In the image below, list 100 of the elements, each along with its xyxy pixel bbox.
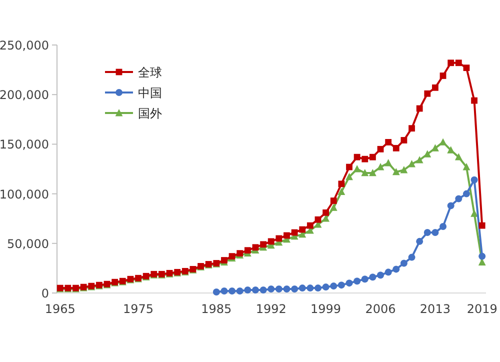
point — [346, 280, 353, 287]
point — [462, 190, 470, 198]
x-tick-label: 1965 — [44, 302, 76, 316]
legend-label: 全球 — [138, 66, 162, 80]
point — [346, 164, 352, 170]
point — [369, 154, 376, 160]
point — [424, 150, 432, 158]
point — [361, 276, 368, 283]
point — [260, 286, 267, 294]
point — [291, 229, 298, 236]
point — [252, 286, 259, 294]
point — [354, 278, 361, 285]
point — [432, 228, 439, 236]
point — [306, 222, 314, 229]
point — [244, 247, 251, 254]
point — [392, 266, 400, 273]
point — [361, 168, 369, 176]
point — [306, 284, 314, 292]
point — [478, 222, 486, 229]
point — [346, 172, 353, 180]
point — [244, 286, 252, 294]
point — [330, 282, 338, 290]
point — [392, 168, 400, 176]
point — [354, 154, 360, 160]
point — [463, 64, 470, 72]
point — [338, 188, 346, 196]
point — [314, 216, 322, 223]
point — [448, 60, 454, 66]
point — [416, 238, 424, 245]
x-tick-label: 1999 — [310, 302, 342, 316]
point — [212, 288, 220, 296]
y-tick-label: 150,000 — [0, 138, 49, 152]
x-tick-label: 2019 — [466, 302, 498, 316]
x-tick-label: 2006 — [365, 302, 396, 316]
point — [338, 282, 345, 289]
point — [322, 214, 330, 222]
point — [385, 139, 392, 146]
point — [408, 254, 416, 261]
point — [462, 163, 470, 170]
point — [228, 288, 236, 295]
point — [384, 159, 392, 166]
point — [478, 252, 486, 260]
point — [377, 272, 384, 279]
point — [330, 198, 337, 204]
point — [284, 232, 290, 239]
point — [440, 72, 446, 79]
y-tick-label: 100,000 — [0, 187, 49, 202]
point — [384, 268, 392, 276]
point — [454, 153, 462, 160]
point — [369, 274, 376, 281]
point — [400, 166, 408, 174]
point — [299, 226, 306, 233]
point — [470, 176, 478, 184]
point — [377, 146, 384, 152]
point — [322, 284, 330, 291]
point — [220, 288, 228, 295]
point — [362, 156, 368, 162]
y-tick-label: 50,000 — [7, 236, 49, 251]
point — [416, 105, 423, 112]
point — [275, 286, 282, 293]
point — [416, 156, 424, 164]
point — [432, 144, 439, 152]
point — [455, 60, 462, 66]
point — [260, 241, 266, 248]
point — [408, 160, 416, 168]
point — [291, 286, 298, 293]
x-tick-label: 1985 — [201, 302, 232, 316]
point — [236, 288, 244, 295]
point — [353, 165, 361, 172]
point — [268, 238, 274, 245]
point — [471, 97, 478, 104]
point — [298, 284, 306, 292]
point — [408, 125, 415, 132]
legend-label: 国外 — [138, 106, 162, 120]
point — [455, 195, 462, 202]
point — [470, 210, 478, 217]
point — [283, 286, 290, 293]
point — [400, 260, 408, 267]
point — [330, 204, 338, 211]
y-tick-label: 250,000 — [0, 38, 49, 52]
point — [338, 180, 345, 188]
legend-label: 中国 — [138, 86, 162, 100]
point — [440, 223, 447, 230]
point — [400, 137, 408, 144]
point — [314, 284, 322, 292]
point — [447, 202, 454, 210]
point — [424, 90, 431, 97]
point — [368, 168, 376, 176]
point — [276, 235, 282, 242]
y-tick-label: 0 — [41, 286, 49, 300]
y-tick-label: 200,000 — [0, 88, 49, 102]
point — [392, 144, 400, 152]
x-tick-label: 2013 — [420, 302, 450, 316]
point — [424, 228, 431, 236]
point — [376, 163, 384, 170]
x-tick-label: 1975 — [122, 302, 154, 316]
point — [432, 84, 438, 91]
x-tick-label: 1992 — [256, 302, 286, 316]
point — [252, 244, 259, 251]
point — [322, 209, 330, 216]
